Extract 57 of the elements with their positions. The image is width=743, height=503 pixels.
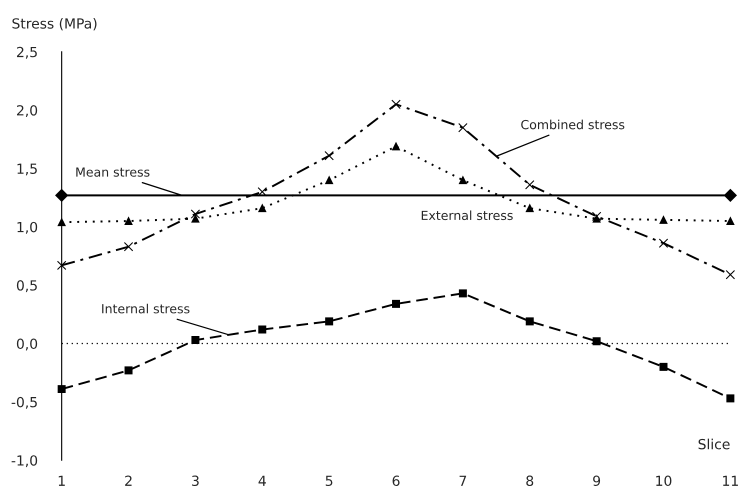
- point: [592, 214, 601, 223]
- y-axis-title: Stress (MPa): [12, 18, 96, 30]
- point: [526, 317, 534, 326]
- point: [525, 180, 534, 190]
- point: [325, 317, 334, 326]
- point: [660, 362, 668, 371]
- point: [592, 212, 602, 222]
- point: [324, 150, 334, 160]
- y-tick-label: 0,0: [16, 338, 38, 350]
- point: [458, 122, 468, 132]
- x-tick-label: 3: [192, 476, 199, 486]
- y-tick-label: 1,0: [17, 222, 38, 234]
- point: [660, 216, 668, 224]
- y-tick-label: 2,0: [16, 105, 38, 118]
- point: [724, 188, 737, 202]
- point: [458, 289, 467, 298]
- x-axis-title: Slice: [698, 438, 730, 450]
- point: [325, 176, 334, 184]
- x-tick-label: 1: [58, 476, 65, 486]
- x-tick-label: 11: [723, 476, 738, 486]
- point: [191, 214, 200, 223]
- y-tick-label: -0,5: [12, 396, 37, 409]
- x-tick-label: 7: [460, 476, 466, 486]
- point: [258, 326, 266, 334]
- point: [726, 394, 734, 402]
- point: [391, 100, 401, 110]
- x-tick-label: 9: [593, 476, 600, 486]
- x-tick-label: 6: [392, 476, 400, 486]
- point: [392, 142, 400, 150]
- y-tick-label: -1,0: [12, 455, 38, 468]
- point: [258, 187, 267, 197]
- point: [458, 176, 467, 184]
- point: [726, 217, 734, 226]
- point: [258, 204, 266, 212]
- x-tick-label: 2: [125, 476, 132, 486]
- y-tick-label: 0,5: [16, 280, 37, 292]
- point: [124, 217, 133, 226]
- point: [124, 366, 133, 374]
- x-tick-label: 5: [326, 476, 332, 486]
- point: [658, 238, 668, 248]
- x-tick-label: 8: [526, 476, 534, 486]
- point: [124, 242, 134, 252]
- y-tick-label: 2,5: [16, 46, 37, 59]
- point: [190, 209, 200, 219]
- x-tick-label: 10: [656, 476, 672, 486]
- series-label: External stress: [422, 210, 513, 220]
- series-label: Mean stress: [76, 167, 150, 177]
- text: Combined stress: [521, 120, 624, 130]
- x-tick-label: 4: [258, 476, 266, 486]
- point: [726, 270, 736, 280]
- point: [191, 336, 200, 344]
- series-label: Internal stress: [102, 304, 190, 314]
- y-tick-label: 1,5: [17, 164, 37, 176]
- point: [392, 300, 400, 308]
- point: [526, 204, 534, 212]
- point: [592, 337, 601, 346]
- point: [56, 260, 66, 270]
